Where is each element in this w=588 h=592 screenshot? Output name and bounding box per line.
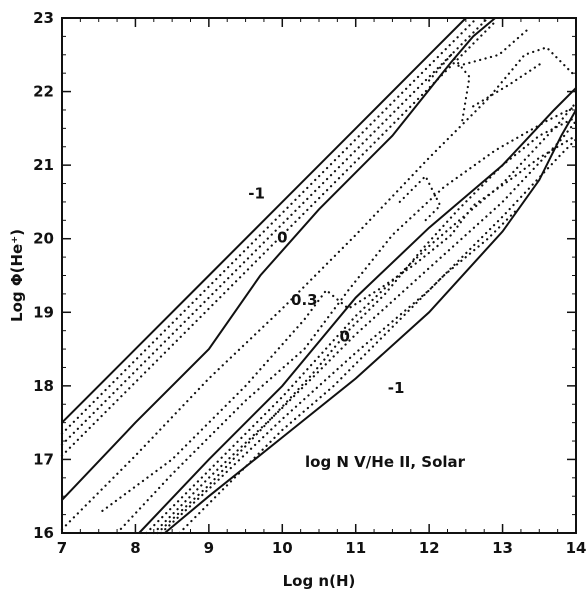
dotted-contour-12 xyxy=(428,53,471,123)
x-axis: 7 8 9 10 11 12 13 14 xyxy=(57,18,587,557)
x-tick-label: 9 xyxy=(204,539,214,557)
solid-contour-5 xyxy=(61,17,497,501)
contour-label: 0 xyxy=(339,328,349,346)
y-tick-label: 20 xyxy=(33,230,54,248)
dotted-contour-16 xyxy=(145,101,578,535)
x-axis-label: Log n(H) xyxy=(283,572,356,590)
dotted-contour-9 xyxy=(101,134,578,512)
contour-label: -1 xyxy=(248,184,265,202)
y-axis-label: Log Φ(He⁺) xyxy=(8,229,26,322)
contour-labels: -1 0 0.3 0 -1 xyxy=(248,184,404,397)
y-axis: 16 17 18 19 20 21 22 23 xyxy=(33,9,576,542)
y-tick-label: 23 xyxy=(33,9,54,27)
dotted-contour-17 xyxy=(152,119,578,535)
dotted-contour-13 xyxy=(457,27,530,67)
dotted-contour-10 xyxy=(178,208,519,535)
dotted-contour-2 xyxy=(60,16,478,435)
y-tick-label: 19 xyxy=(33,303,54,321)
solid-contour-15 xyxy=(138,86,577,534)
x-tick-label: 13 xyxy=(492,539,513,557)
y-tick-label: 21 xyxy=(33,156,54,174)
dotted-contour-18 xyxy=(160,138,578,535)
x-tick-label: 8 xyxy=(130,539,140,557)
solid-contour-19 xyxy=(163,109,577,534)
y-tick-label: 17 xyxy=(33,450,54,468)
contour-lines xyxy=(60,16,578,535)
y-tick-label: 18 xyxy=(33,377,54,395)
chart-annotation: log N V/He II, Solar xyxy=(305,453,466,471)
dotted-contour-6 xyxy=(60,46,578,531)
x-tick-label: 14 xyxy=(566,539,587,557)
x-tick-label: 7 xyxy=(57,539,67,557)
dotted-contour-8 xyxy=(156,116,578,535)
contour-label: 0.3 xyxy=(291,291,318,309)
x-tick-label: 10 xyxy=(272,539,293,557)
y-tick-label: 16 xyxy=(33,524,54,542)
y-tick-label: 22 xyxy=(33,83,54,101)
dotted-contour-14 xyxy=(472,61,545,108)
x-tick-label: 11 xyxy=(345,539,366,557)
solid-contour-1 xyxy=(61,17,467,424)
x-tick-label: 12 xyxy=(419,539,440,557)
contour-label: -1 xyxy=(388,379,405,397)
contour-label: 0 xyxy=(277,228,287,246)
